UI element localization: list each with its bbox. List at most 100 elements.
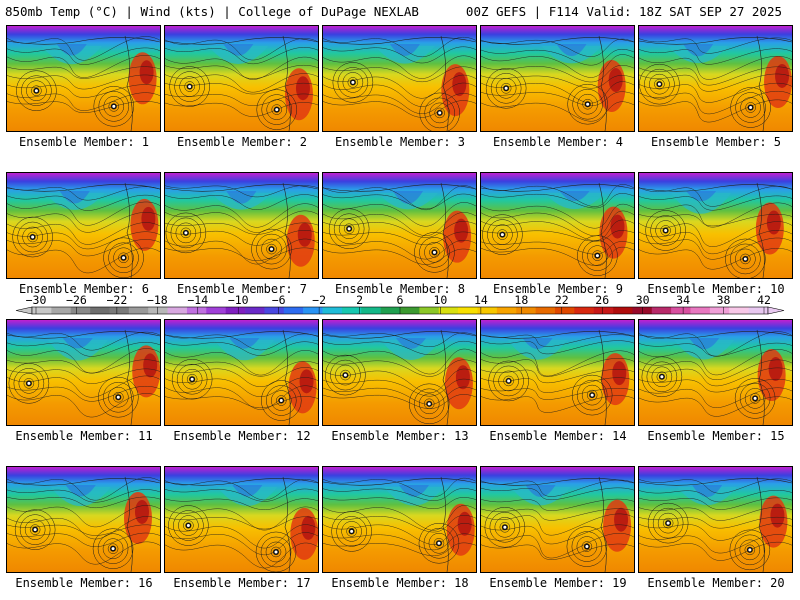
height-contour bbox=[481, 219, 634, 241]
low-center-dot bbox=[116, 395, 120, 399]
low-contour bbox=[29, 524, 41, 535]
height-contour bbox=[481, 479, 634, 497]
height-contour bbox=[481, 49, 634, 66]
low-contour bbox=[729, 529, 771, 571]
colorbar-tick-label: 26 bbox=[595, 293, 610, 307]
low-contour bbox=[31, 85, 42, 96]
low-contour bbox=[745, 102, 756, 113]
height-contour bbox=[481, 101, 634, 122]
colorbar-segment bbox=[245, 307, 265, 314]
height-contour bbox=[481, 210, 634, 237]
height-contour bbox=[639, 349, 792, 376]
low-contour bbox=[260, 536, 292, 568]
low-contour bbox=[418, 393, 440, 415]
colorbar-segment bbox=[458, 307, 478, 314]
colorbar-tick-label: 14 bbox=[473, 293, 488, 307]
height-contour bbox=[165, 102, 318, 117]
height-contour bbox=[481, 340, 634, 355]
warm-core bbox=[452, 72, 467, 97]
low-center-dot bbox=[350, 529, 354, 533]
ensemble-map bbox=[639, 26, 792, 131]
ensemble-member-label: Ensemble Member: 17 bbox=[173, 576, 311, 590]
height-contour bbox=[323, 212, 476, 236]
low-contour bbox=[113, 247, 134, 269]
low-contour bbox=[108, 101, 120, 112]
height-contour bbox=[165, 185, 318, 198]
colorbar-segment bbox=[535, 307, 556, 314]
height-contour bbox=[481, 54, 634, 78]
ensemble-panel bbox=[6, 172, 161, 279]
colorbar-tick-label: −2 bbox=[312, 293, 327, 307]
colorbar-segment bbox=[748, 307, 769, 314]
low-contour bbox=[423, 528, 455, 559]
colorbar-segment bbox=[690, 307, 711, 314]
height-contour bbox=[323, 477, 476, 497]
ensemble-member-label: Ensemble Member: 18 bbox=[331, 576, 469, 590]
northern-coastline bbox=[481, 478, 634, 486]
low-center-dot bbox=[184, 231, 188, 235]
colorbar-tick-label: 6 bbox=[396, 293, 404, 307]
height-contour bbox=[639, 507, 792, 521]
low-center-dot bbox=[595, 254, 599, 258]
cold-core bbox=[229, 338, 260, 349]
height-contour bbox=[481, 533, 634, 559]
low-contour bbox=[725, 238, 766, 278]
low-contour bbox=[17, 221, 48, 253]
ensemble-panel bbox=[480, 319, 635, 426]
low-contour bbox=[266, 99, 288, 120]
low-contour bbox=[333, 213, 365, 244]
height-contour bbox=[323, 515, 476, 533]
low-center-dot bbox=[186, 524, 190, 528]
height-contour bbox=[481, 498, 634, 511]
colorbar-segment bbox=[283, 307, 304, 314]
low-contour bbox=[429, 247, 440, 258]
height-contour bbox=[323, 55, 476, 79]
ensemble-member-label: Ensemble Member: 13 bbox=[331, 429, 469, 443]
low-contour bbox=[108, 242, 139, 274]
height-contour bbox=[639, 48, 792, 65]
colorbar-tick-label: −26 bbox=[66, 293, 87, 307]
low-contour bbox=[107, 543, 119, 554]
low-contour bbox=[22, 226, 43, 248]
height-contour bbox=[323, 100, 476, 118]
height-contour bbox=[165, 506, 318, 531]
height-contour bbox=[7, 186, 160, 201]
cold-core bbox=[689, 338, 720, 350]
low-contour bbox=[424, 242, 445, 263]
model-run-info: 00Z GEFS | F114 Valid: 18Z SAT SEP 27 20… bbox=[465, 4, 782, 19]
warm-core bbox=[770, 503, 785, 528]
low-contour bbox=[492, 224, 513, 245]
northern-coastline bbox=[323, 331, 476, 339]
low-contour bbox=[26, 80, 47, 101]
low-contour bbox=[271, 390, 292, 411]
low-contour bbox=[92, 528, 134, 569]
height-contour bbox=[165, 210, 318, 233]
cold-trough bbox=[380, 340, 441, 360]
cold-trough bbox=[50, 487, 111, 507]
low-contour bbox=[646, 361, 678, 393]
height-contour bbox=[7, 359, 160, 374]
colorbar-segment bbox=[400, 307, 420, 314]
low-contour bbox=[734, 378, 776, 419]
low-center-dot bbox=[279, 399, 283, 403]
coastline bbox=[124, 476, 133, 572]
low-center-dot bbox=[31, 235, 35, 239]
height-contour bbox=[323, 533, 476, 550]
colorbar-segment bbox=[477, 307, 498, 314]
low-contour bbox=[434, 107, 445, 119]
height-contour bbox=[323, 505, 476, 531]
height-contour bbox=[165, 222, 318, 235]
ensemble-member-label: Ensemble Member: 6 bbox=[18, 282, 150, 296]
coastline bbox=[598, 476, 607, 572]
height-contour bbox=[7, 477, 160, 501]
height-contour bbox=[7, 36, 160, 61]
colorbar-tick-label: 34 bbox=[676, 293, 691, 307]
height-contour bbox=[165, 73, 318, 93]
height-contour bbox=[7, 541, 160, 565]
ensemble-map bbox=[323, 467, 476, 572]
height-contour bbox=[323, 185, 476, 211]
height-contour bbox=[639, 230, 792, 255]
height-contour bbox=[7, 194, 160, 211]
ensemble-panel bbox=[6, 319, 161, 426]
low-center-dot bbox=[749, 105, 753, 109]
